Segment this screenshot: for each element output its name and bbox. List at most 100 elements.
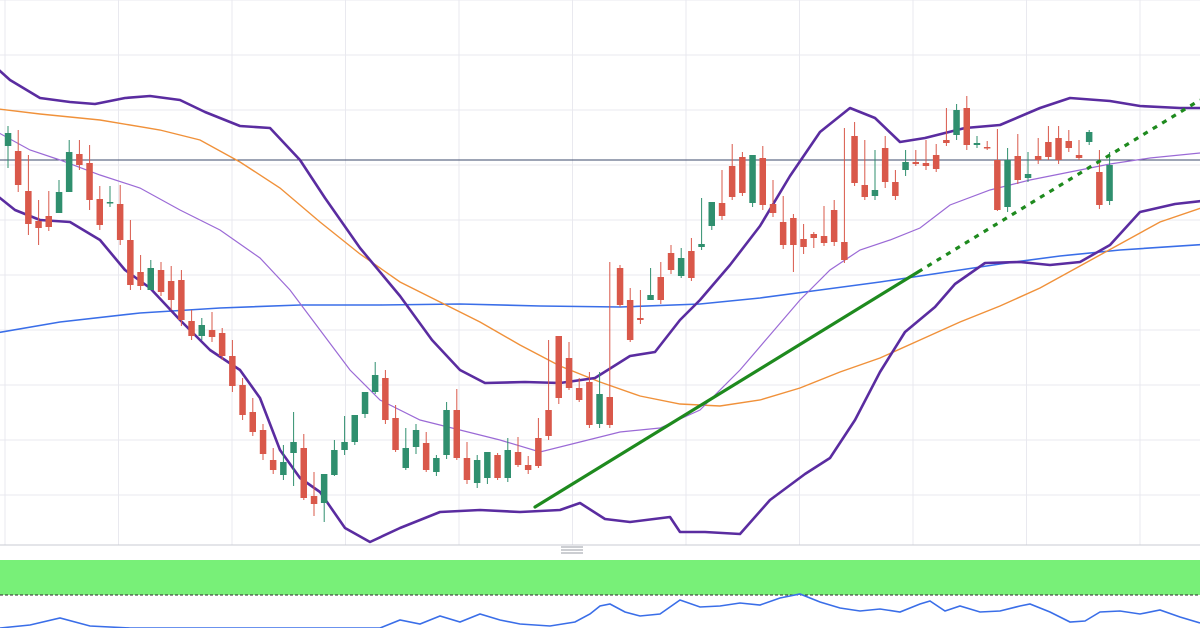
- candle-body-96: [983, 147, 991, 149]
- candle-92: [943, 108, 950, 146]
- candle-37: [382, 370, 389, 424]
- candle-46: [473, 455, 481, 488]
- pane-resize-handle-icon[interactable]: [561, 546, 583, 554]
- candle-15: [157, 262, 165, 296]
- candle-11: [116, 185, 124, 245]
- candle-84: [861, 140, 868, 200]
- candle-66: [677, 248, 685, 278]
- candle-body-6: [65, 152, 73, 192]
- candle-body-26: [269, 460, 277, 470]
- candle-62: [637, 290, 644, 324]
- candle-82: [841, 128, 848, 263]
- candle-body-100: [1024, 174, 1032, 178]
- candle-body-34: [351, 415, 358, 442]
- candle-body-65: [667, 253, 675, 270]
- candle-40: [412, 424, 420, 454]
- candle-body-53: [545, 410, 552, 436]
- candle-49: [504, 438, 511, 482]
- candle-body-13: [137, 272, 144, 286]
- candle-body-24: [249, 412, 256, 432]
- candle-33: [341, 416, 348, 455]
- candle-body-16: [167, 281, 175, 300]
- bollinger-upper-band: [0, 69, 1200, 385]
- candle-42: [433, 455, 440, 476]
- candle-10: [106, 186, 114, 207]
- candle-body-42: [433, 458, 440, 472]
- candle-body-98: [1004, 160, 1011, 207]
- candle-body-95: [973, 143, 981, 145]
- candle-50: [514, 437, 522, 467]
- candle-20: [208, 312, 216, 342]
- candle-body-41: [422, 443, 430, 470]
- candle-21: [218, 328, 226, 360]
- candle-body-38: [392, 418, 399, 450]
- candle-body-14: [147, 268, 154, 290]
- candle-18: [188, 310, 195, 340]
- candle-body-78: [800, 239, 807, 247]
- bollinger-middle-band: [0, 132, 1200, 453]
- candle-106: [1085, 130, 1093, 145]
- candle-body-88: [902, 162, 909, 170]
- candle-81: [830, 200, 838, 246]
- candle-body-71: [728, 166, 736, 197]
- candle-body-11: [116, 204, 124, 240]
- candle-4: [45, 191, 52, 231]
- candle-98: [1004, 148, 1011, 212]
- candle-body-97: [994, 160, 1001, 210]
- candle-body-77: [790, 218, 797, 245]
- candle-61: [626, 288, 634, 342]
- candle-8: [86, 145, 93, 210]
- candle-38: [392, 405, 399, 452]
- candle-body-104: [1065, 141, 1072, 148]
- candle-78: [800, 224, 807, 254]
- candle-body-72: [739, 157, 746, 193]
- candle-body-4: [45, 216, 52, 227]
- candle-29: [300, 434, 307, 500]
- candle-body-8: [86, 163, 93, 200]
- candle-97: [994, 129, 1001, 211]
- candle-6: [65, 140, 73, 192]
- candle-body-54: [555, 336, 562, 398]
- candle-22: [229, 340, 236, 392]
- candle-body-64: [657, 277, 664, 300]
- candle-body-57: [586, 382, 593, 425]
- candle-41: [422, 432, 430, 472]
- candle-body-40: [412, 430, 420, 447]
- support-trendline-dashed-projection: [917, 98, 1200, 274]
- candle-body-83: [851, 136, 858, 183]
- rsi-overbought-zone: [0, 560, 1200, 595]
- candle-body-31: [320, 474, 328, 503]
- candle-32: [331, 440, 338, 476]
- candle-body-18: [188, 321, 195, 336]
- candle-43: [443, 402, 450, 459]
- candle-13: [137, 255, 144, 290]
- candle-64: [657, 262, 664, 304]
- candle-body-39: [402, 448, 409, 468]
- candle-2: [25, 155, 32, 235]
- candle-body-45: [463, 458, 471, 480]
- candle-19: [198, 318, 205, 340]
- candle-100: [1024, 152, 1032, 182]
- candle-1: [14, 130, 22, 192]
- candle-74: [759, 146, 766, 210]
- candle-53: [545, 340, 552, 440]
- candle-body-91: [932, 155, 940, 169]
- candle-body-0: [4, 133, 12, 146]
- candle-body-46: [473, 460, 481, 483]
- candle-93: [953, 104, 960, 140]
- candle-body-84: [861, 185, 868, 197]
- candle-body-58: [596, 394, 603, 424]
- trendlines: [533, 98, 1200, 509]
- candle-body-68: [698, 244, 705, 247]
- candle-body-75: [769, 204, 777, 213]
- candle-59: [606, 262, 613, 428]
- candle-body-44: [453, 410, 460, 458]
- candle-27: [280, 445, 287, 480]
- candle-body-48: [494, 455, 501, 478]
- candle-5: [55, 180, 63, 213]
- candle-body-89: [912, 162, 919, 164]
- candle-body-20: [208, 330, 216, 337]
- candle-body-87: [892, 182, 899, 196]
- candle-55: [565, 342, 573, 390]
